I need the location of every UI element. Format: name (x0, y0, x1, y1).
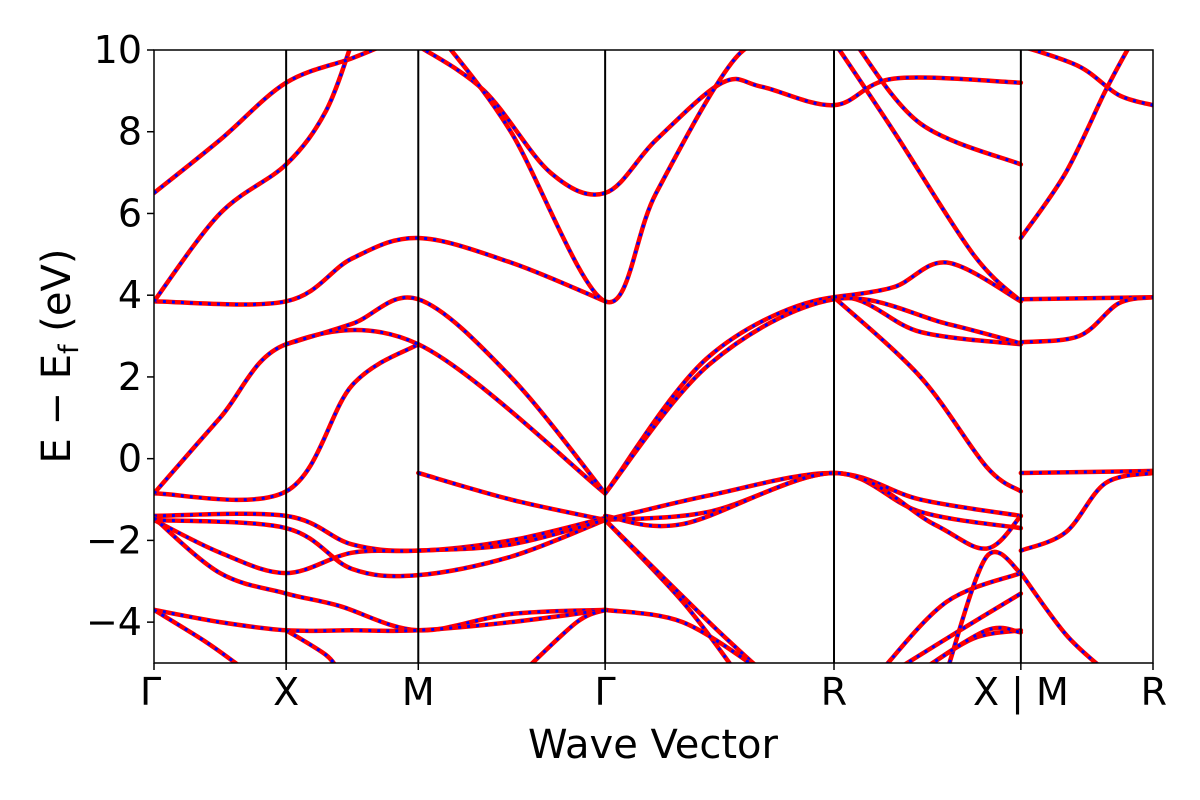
band-line-2 (154, 235, 608, 307)
y-tick-label: −2 (86, 518, 142, 562)
band-line-15 (602, 470, 1024, 523)
band-line-overlay-34 (1020, 469, 1153, 475)
band-line-12 (831, 260, 1024, 304)
y-tick-label: −4 (86, 600, 142, 644)
band-line-overlay-1 (154, 328, 607, 495)
band-line-overlay-33 (930, 626, 1022, 663)
band-line-overlay-18 (154, 512, 606, 553)
band-line-4 (154, 50, 379, 196)
x-tick-label: X (273, 670, 299, 714)
y-tick-label: 6 (118, 191, 142, 235)
band-line-overlay-8 (417, 471, 606, 522)
band-line-overlay-9 (603, 295, 1022, 495)
band-line-overlay-4 (154, 50, 377, 195)
band-line-32 (947, 549, 1024, 663)
band-line-overlay-7 (449, 50, 747, 304)
band-line-overlay-26 (604, 518, 756, 663)
band-line-overlay-21 (154, 516, 606, 632)
x-tick-label: R (1141, 670, 1167, 714)
x-tick-label: Γ (140, 670, 161, 714)
band-line-11 (831, 294, 1024, 494)
series-layer (154, 50, 1153, 663)
band-line-overlay-11 (832, 296, 1022, 493)
band-line-overlay-35 (1020, 471, 1153, 553)
band-line-overlay-5 (285, 296, 607, 495)
band-line-10 (602, 295, 1024, 496)
band-line-40 (1018, 570, 1100, 663)
band-line-8 (416, 470, 608, 523)
band-line-overlay-38 (1019, 50, 1130, 239)
band-line-overlay-20 (154, 518, 606, 575)
band-line-overlay-6 (421, 50, 1021, 197)
band-line-overlay-0 (154, 342, 420, 502)
band-line-overlay-17 (604, 471, 1022, 551)
band-line-overlay-19 (154, 518, 606, 578)
band-line-overlay-3 (154, 50, 351, 303)
y-axis-label-main: E − E (34, 354, 80, 464)
y-axis-label-subscript: f (54, 343, 85, 354)
band-line-overlay-24 (285, 629, 336, 663)
y-tick-label: 8 (118, 110, 142, 154)
band-line-overlay-10 (603, 296, 1022, 495)
band-line-35 (1018, 470, 1153, 553)
band-line-27 (602, 607, 754, 663)
band-line-overlay-16 (605, 471, 1022, 530)
band-line-5 (283, 295, 608, 496)
band-line-overlay-22 (154, 608, 606, 633)
y-tick-label: 10 (94, 28, 142, 72)
x-tick-label: X | M (973, 670, 1069, 715)
y-tick-label: 0 (118, 437, 142, 481)
band-line-overlay-27 (604, 608, 753, 663)
band-line-33 (928, 625, 1024, 663)
x-axis-ticks: Γ X M Γ R X | M R (140, 663, 1167, 715)
plot-frame (153, 49, 1154, 664)
band-line-14 (857, 50, 1024, 167)
y-tick-label: 4 (118, 273, 142, 317)
band-line-overlay-28 (530, 608, 606, 663)
band-line-overlay-32 (947, 550, 1022, 663)
y-axis-label: E − Ef (eV) (34, 249, 85, 464)
band-line-overlay-15 (604, 471, 1022, 522)
band-line-overlay-39 (1028, 50, 1153, 107)
band-line-overlay-14 (858, 50, 1022, 166)
band-line-39 (1026, 50, 1153, 108)
band-line-1 (154, 327, 608, 496)
band-line-overlay-13 (837, 50, 1022, 303)
x-tick-label: Γ (595, 670, 616, 714)
band-line-overlay-37 (1020, 295, 1153, 344)
y-tick-label: 2 (118, 355, 142, 399)
band-line-29 (885, 570, 1024, 663)
x-tick-label: M (402, 670, 435, 714)
band-line-25 (602, 517, 733, 663)
y-axis-label-unit: (eV) (34, 249, 80, 345)
x-axis-label: Wave Vector (528, 722, 779, 768)
kpoint-separator-lines (285, 50, 1022, 663)
y-axis-ticks: 10 8 6 4 2 0 −2 −4 (86, 28, 154, 644)
band-line-23 (154, 607, 240, 663)
band-line-37 (1018, 294, 1153, 345)
x-tick-label: R (821, 670, 847, 714)
band-line-6 (420, 50, 1024, 197)
